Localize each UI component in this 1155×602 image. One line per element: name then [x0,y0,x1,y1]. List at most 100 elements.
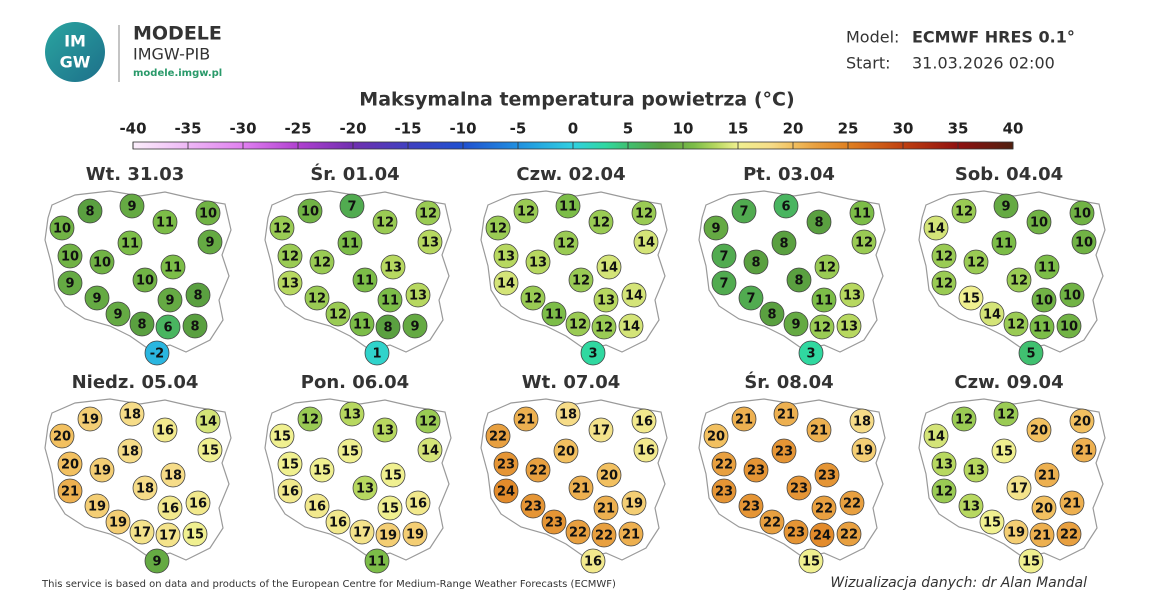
station-marker [811,495,837,521]
model-label: Model: [846,28,899,47]
station-value: 7 [719,277,728,292]
station-marker [743,249,769,275]
station-value: 14 [622,320,640,335]
station-value: 14 [983,308,1001,323]
station-marker [731,406,757,432]
station-value: 23 [545,516,563,531]
station-value: 20 [61,458,79,473]
station-marker [555,193,581,219]
station-marker [132,267,158,293]
station-marker [814,462,840,488]
station-value: 11 [995,237,1013,252]
station-value: 5 [1026,347,1035,362]
station-value: 11 [356,274,374,289]
station-value: 21 [517,413,535,428]
station-marker [621,490,647,516]
station-value: 10 [1035,294,1053,309]
station-value: 19 [109,516,127,531]
station-marker [798,340,824,366]
colorbar-label: -35 [174,120,201,138]
station-marker [814,254,840,280]
station-value: 19 [1007,526,1025,541]
station-marker [991,230,1017,256]
station-marker [773,193,799,219]
station-marker [851,437,877,463]
station-marker [703,423,729,449]
station-marker [309,457,335,483]
station-value: 15 [1022,555,1040,570]
station-value: 22 [815,502,833,517]
station-marker [339,401,365,427]
station-value: 20 [707,430,725,445]
station-marker [731,198,757,224]
station-value: 8 [767,308,776,323]
station-marker [593,287,619,313]
station-marker [155,522,181,548]
station-value: 21 [622,528,640,543]
station-marker [591,522,617,548]
logo-text: GW [60,53,91,72]
station-marker [963,249,989,275]
station-value: 3 [588,347,597,362]
station-value: 22 [763,516,781,531]
station-marker [337,230,363,256]
station-value: 21 [1075,444,1093,459]
colorbar-label: 25 [838,120,859,138]
station-value: 11 [853,207,871,222]
station-marker [195,200,221,226]
station-value: 19 [406,528,424,543]
station-value: 15 [313,464,331,479]
colorbar-label: -5 [510,120,527,138]
station-value: 23 [747,464,765,479]
station-marker [633,437,659,463]
station-marker [839,490,865,516]
station-marker [1029,314,1055,340]
station-value: 8 [794,274,803,289]
station-marker [1026,417,1052,443]
station-marker [958,493,984,519]
station-marker [325,301,351,327]
station-marker [160,462,186,488]
station-marker [1003,519,1029,545]
station-value: 12 [1007,318,1025,333]
station-marker [57,451,83,477]
station-marker [493,270,519,296]
station-marker [773,401,799,427]
station-value: 15 [962,292,980,307]
station-marker [711,478,737,504]
map: Sob. 04.04 12 9 14 10 10 11 10 12 12 11 12 12 15 10 10 1… [918,164,1106,366]
station-marker [553,438,579,464]
station-value: 10 [93,256,111,271]
footer-source: This service is based on data and produc… [41,579,616,590]
station-value: 21 [777,408,795,423]
station-marker [568,475,594,501]
station-value: 17 [133,526,151,541]
station-value: 11 [545,308,563,323]
station-marker [1056,313,1082,339]
station-value: 6 [781,200,790,215]
station-value: 16 [637,444,655,459]
station-value: 9 [1001,200,1010,215]
station-marker [405,282,431,308]
footer-credit: Wizualizacja danych: dr Alan Mandal [830,575,1087,591]
station-value: 20 [1035,502,1053,517]
station-value: 18 [559,408,577,423]
station-marker [993,401,1019,427]
station-marker [339,193,365,219]
station-marker [851,229,877,255]
map: Niedz. 05.04 19 18 20 16 14 18 15 20 19 18 18 21 19 16… [44,372,232,574]
station-value: 12 [313,256,331,271]
station-value: 20 [600,469,618,484]
station-marker [309,249,335,275]
station-value: 11 [559,200,577,215]
station-value: 18 [121,445,139,460]
station-value: 8 [779,237,788,252]
colorbar-label: -10 [449,120,476,138]
station-value: 12 [419,415,437,430]
station-value: 10 [1063,289,1081,304]
station-marker [89,249,115,275]
station-marker [1059,282,1085,308]
station-value: 12 [967,256,985,271]
station-marker [89,457,115,483]
